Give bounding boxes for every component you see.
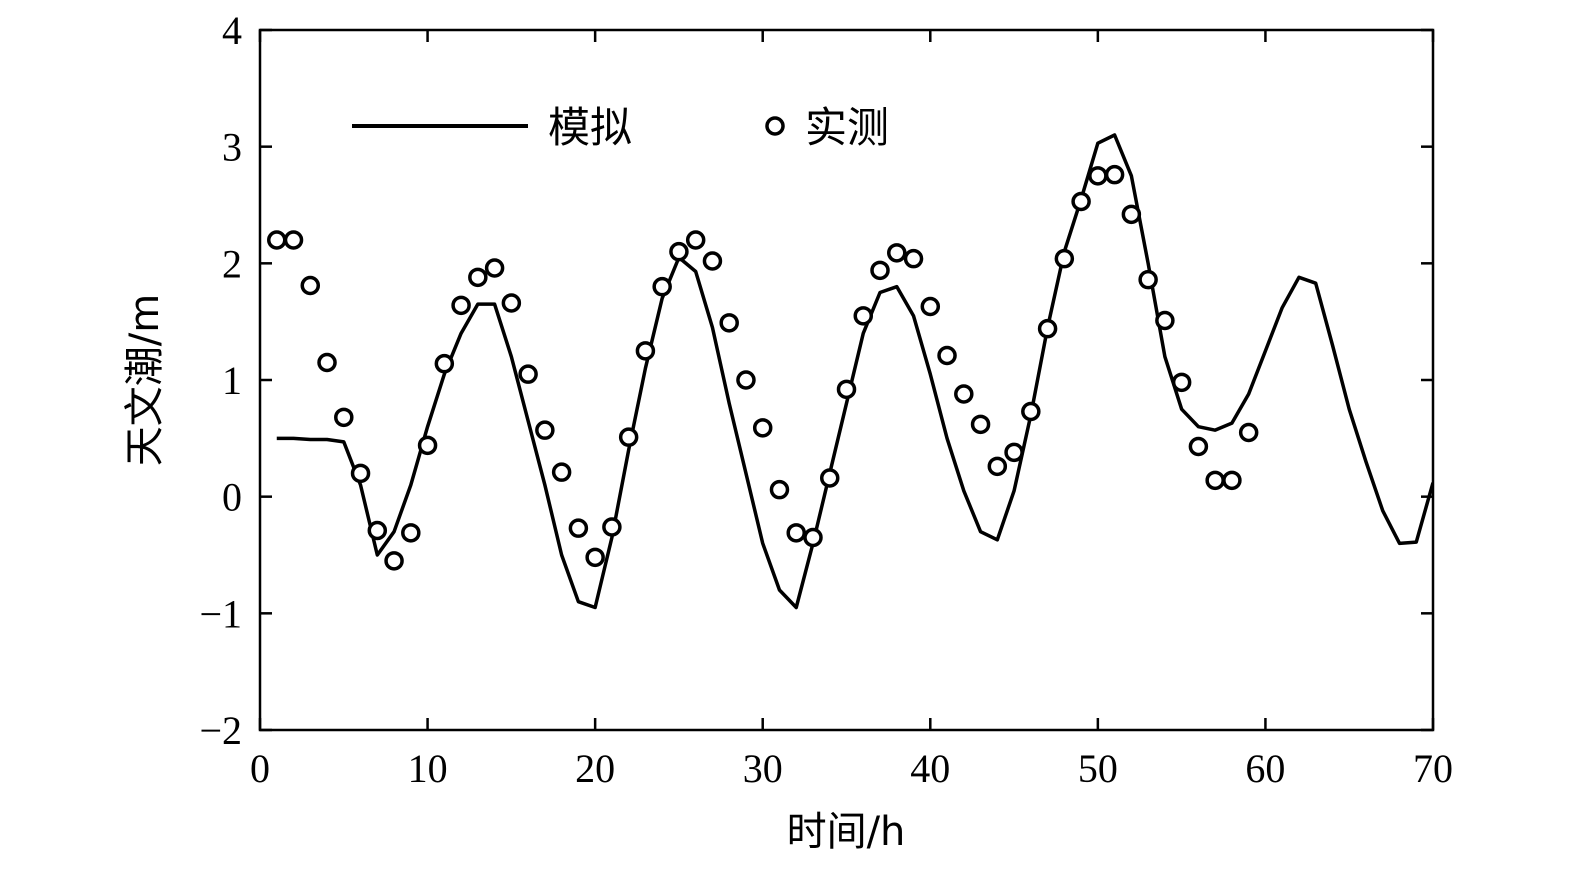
observed-point bbox=[317, 352, 337, 373]
y-tick-label: 0 bbox=[222, 475, 242, 520]
legend-label-observed: 实测 bbox=[805, 103, 889, 152]
observed-point bbox=[819, 468, 840, 488]
y-tick-label: 4 bbox=[222, 8, 242, 53]
observed-point bbox=[417, 435, 438, 456]
y-axis-title: 天文潮/m bbox=[122, 294, 168, 466]
observed-point bbox=[736, 370, 756, 390]
legend-label-simulated: 模拟 bbox=[548, 103, 632, 152]
observed-point bbox=[350, 463, 371, 484]
y-tick-label: −1 bbox=[199, 591, 242, 636]
observed-point bbox=[752, 418, 773, 438]
observed-point bbox=[685, 230, 706, 250]
observed-point bbox=[987, 456, 1008, 477]
x-tick-label: 30 bbox=[743, 746, 783, 791]
series-line-simulated bbox=[276, 133, 1433, 610]
observed-point bbox=[367, 520, 388, 541]
observed-point bbox=[769, 479, 790, 500]
observed-point bbox=[283, 230, 304, 250]
observed-point bbox=[602, 517, 622, 537]
observed-point bbox=[870, 260, 890, 281]
observed-point bbox=[585, 547, 605, 568]
axis-tick-labels: 0 10 20 30 40 50 60 70 −2 −1 0 1 2 3 4 bbox=[199, 8, 1453, 791]
observed-point bbox=[1054, 248, 1075, 269]
legend: 模拟 实测 bbox=[352, 103, 889, 152]
observed-point bbox=[618, 427, 639, 447]
observed-point bbox=[954, 384, 974, 404]
axis-ticks bbox=[258, 28, 1435, 732]
observed-point bbox=[1104, 164, 1125, 185]
y-tick-label: 3 bbox=[222, 125, 242, 170]
observed-point bbox=[401, 523, 421, 543]
observed-point bbox=[803, 527, 823, 548]
observed-point bbox=[451, 295, 471, 316]
observed-point bbox=[1088, 166, 1108, 186]
observed-point bbox=[1037, 318, 1058, 339]
observed-point bbox=[903, 248, 924, 269]
observed-point bbox=[551, 462, 572, 482]
observed-point bbox=[484, 258, 505, 278]
y-tick-label: 1 bbox=[222, 358, 242, 403]
observed-point bbox=[501, 293, 522, 313]
observed-point bbox=[836, 379, 857, 400]
series-points-observed bbox=[267, 164, 1259, 571]
x-tick-label: 60 bbox=[1245, 746, 1285, 791]
x-tick-label: 10 bbox=[408, 746, 448, 791]
observed-point bbox=[1021, 401, 1041, 422]
x-tick-label: 40 bbox=[910, 746, 950, 791]
x-tick-label: 20 bbox=[575, 746, 615, 791]
x-tick-label: 50 bbox=[1078, 746, 1118, 791]
observed-point bbox=[970, 414, 991, 435]
observed-point bbox=[300, 275, 321, 296]
legend-marker-swatch bbox=[765, 116, 785, 136]
observed-point bbox=[568, 518, 589, 538]
y-tick-label: 2 bbox=[222, 241, 242, 286]
observed-point bbox=[535, 420, 555, 440]
observed-point bbox=[1155, 310, 1175, 331]
observed-point bbox=[920, 296, 941, 317]
observed-point bbox=[853, 306, 874, 326]
observed-point bbox=[1004, 442, 1024, 463]
observed-point bbox=[468, 267, 488, 288]
observed-point bbox=[518, 364, 538, 384]
plot-area bbox=[267, 133, 1433, 610]
observed-point bbox=[702, 251, 723, 271]
observed-point bbox=[1121, 204, 1142, 225]
observed-point bbox=[1238, 422, 1259, 443]
observed-point bbox=[887, 243, 907, 263]
observed-point bbox=[1138, 269, 1158, 290]
observed-point bbox=[1171, 372, 1192, 393]
y-tick-label: −2 bbox=[199, 708, 242, 753]
x-tick-label: 0 bbox=[250, 746, 270, 791]
observed-point bbox=[267, 230, 287, 250]
observed-point bbox=[652, 276, 672, 297]
observed-point bbox=[669, 241, 689, 262]
x-axis-title: 时间/h bbox=[787, 809, 906, 855]
observed-point bbox=[1205, 470, 1225, 491]
observed-point bbox=[1188, 436, 1209, 457]
observed-point bbox=[1071, 191, 1091, 212]
observed-point bbox=[1222, 470, 1242, 491]
observed-point bbox=[719, 313, 739, 333]
observed-point bbox=[334, 407, 354, 428]
observed-point bbox=[635, 341, 656, 361]
x-tick-label: 70 bbox=[1413, 746, 1453, 791]
observed-point bbox=[434, 353, 455, 374]
observed-point bbox=[786, 523, 806, 543]
observed-point bbox=[384, 551, 404, 571]
observed-point bbox=[937, 345, 957, 366]
